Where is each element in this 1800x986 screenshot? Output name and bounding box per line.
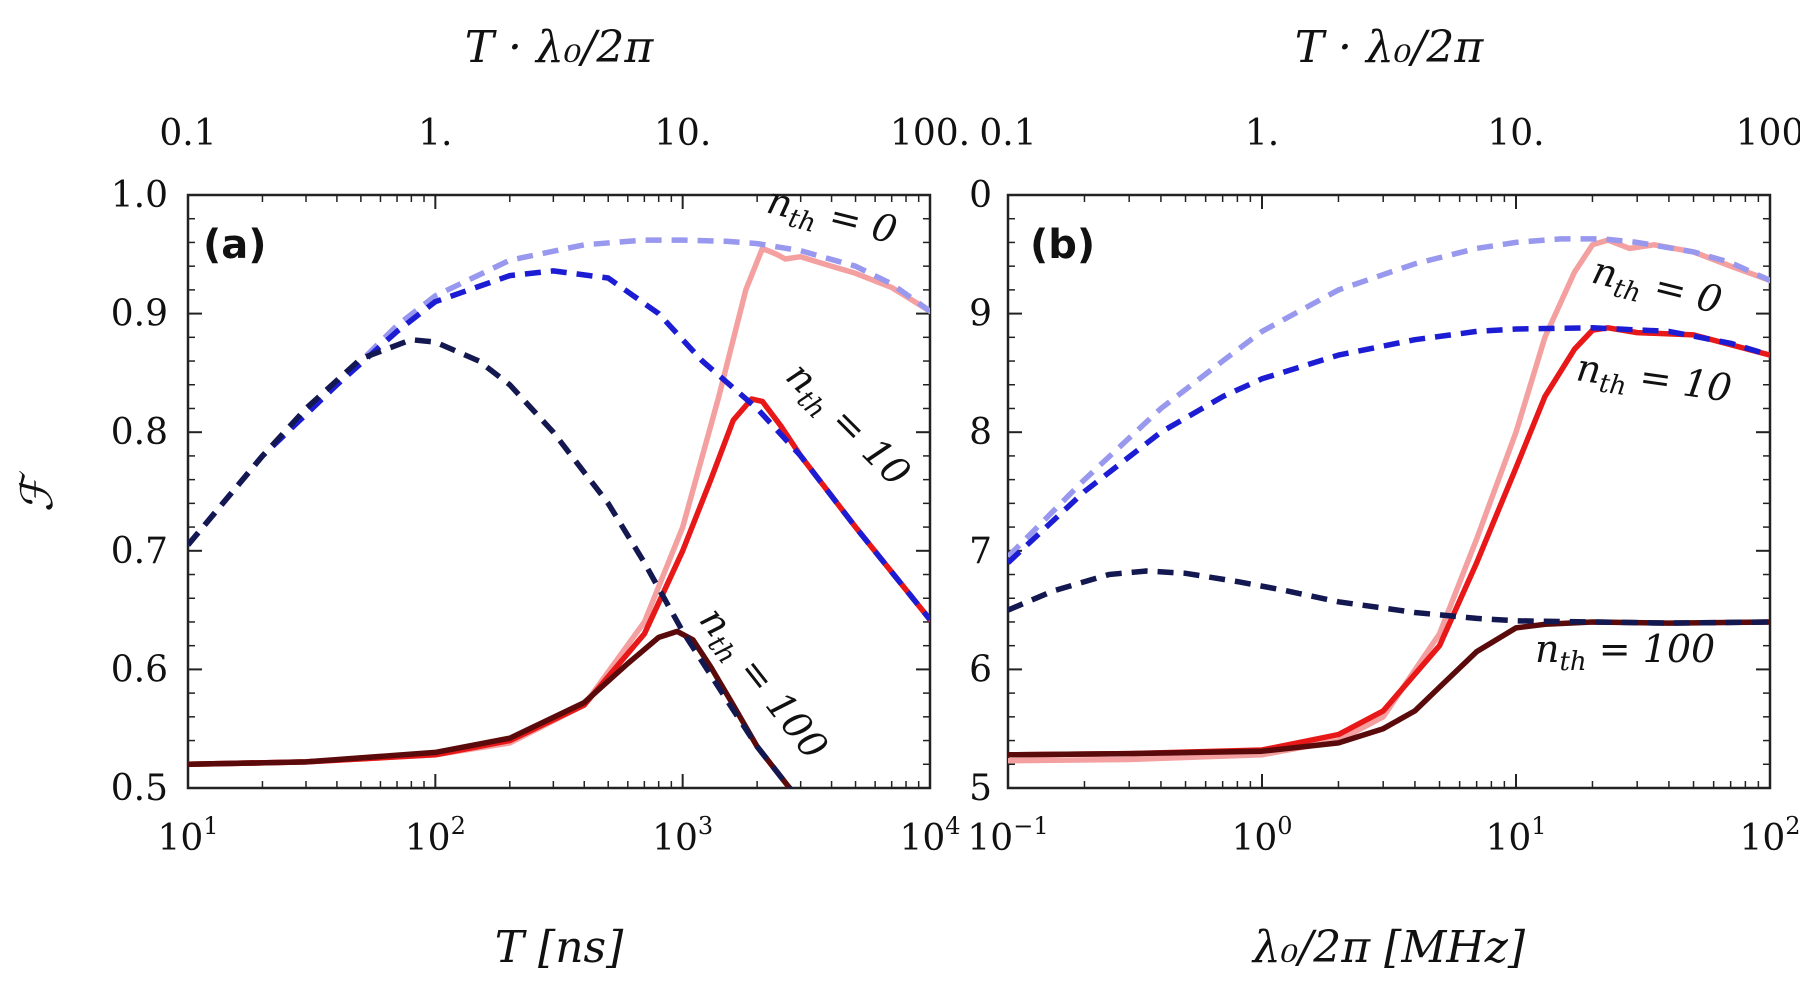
- panel-a-y-tick-label: 0.5: [111, 768, 168, 809]
- panel-b-y-tick-label: 6: [969, 649, 992, 690]
- panel-a-top-tick-label: 0.1: [159, 113, 216, 154]
- panel-a-top-tick-label: 100.: [890, 113, 970, 154]
- panel-b-y-tick-label: 0: [969, 175, 992, 216]
- panel-b-series-solid-n-th-0: [1008, 237, 1770, 764]
- panel-b-top-axis-title: T · λ₀/2π: [1295, 22, 1485, 73]
- panel-a-y-tick-label: 0.6: [111, 649, 168, 690]
- panel-b-annotation-nth-100: nth = 100: [1535, 627, 1715, 677]
- y-axis-title: ℱ: [12, 470, 63, 512]
- panel-b-series: [1008, 236, 1770, 764]
- panel-a-annotation-nth-100: nth = 100: [686, 598, 836, 771]
- panel-b-y-tick-label: 7: [969, 531, 992, 572]
- panel-b-x-axis-title: λ₀/2π [MHz]: [1251, 922, 1526, 973]
- panel-b: 10−1 100 101 102 0.1 1. 10. 100 5 6 7 8 9 0 (b) T · λ…: [967, 22, 1800, 973]
- panel-b-x-tick-label: 101: [1485, 812, 1546, 859]
- panel-b-top-tick-label: 0.1: [979, 113, 1036, 154]
- panel-a-y-tick-label: 1.0: [111, 175, 168, 216]
- panel-a-x-tick-label: 103: [652, 812, 713, 859]
- panel-b-series-dashed-n-th-100: [1008, 568, 1770, 626]
- panel-a-series-solid-n-th-10: [188, 396, 930, 768]
- panel-b-series-dashed-n-th-0: [1008, 236, 1770, 559]
- panel-b-top-tick-label: 10.: [1487, 113, 1544, 154]
- panel-b-x-tick-label: 102: [1739, 812, 1800, 859]
- panel-b-series-solid-n-th-100: [1008, 619, 1770, 758]
- panel-b-ticks: 10−1 100 101 102 0.1 1. 10. 100 5 6 7 8 9 0: [967, 113, 1800, 859]
- panel-a: 101 102 103 104 0.1 1. 10. 100. 0.5 0.6 0.7 0.8 0.9 1…: [111, 22, 970, 973]
- panel-b-y-tick-label: 9: [969, 294, 992, 335]
- panel-a-frame: [186, 193, 932, 790]
- panel-b-x-tick-label: 10−1: [967, 812, 1048, 859]
- panel-a-top-axis-title: T · λ₀/2π: [465, 22, 655, 73]
- panel-a-x-tick-label: 101: [157, 812, 218, 859]
- panel-b-y-tick-label: 8: [969, 412, 992, 453]
- panel-a-y-tick-label: 0.8: [111, 412, 168, 453]
- panel-a-ticks: 101 102 103 104 0.1 1. 10. 100. 0.5 0.6 0.7 0.8 0.9 1…: [111, 113, 970, 859]
- panel-b-annotation-nth-10: nth = 10: [1573, 345, 1734, 416]
- panel-b-series-dashed-n-th-10: [1008, 325, 1770, 565]
- panel-a-series-solid-n-th-0: [188, 245, 930, 768]
- panel-b-top-tick-label: 1.: [1245, 113, 1279, 154]
- panel-a-series: [188, 237, 930, 788]
- panel-a-x-tick-label: 104: [899, 812, 960, 859]
- panel-b-label: (b): [1030, 222, 1095, 268]
- panel-a-top-tick-label: 1.: [418, 113, 452, 154]
- panel-b-frame: [1006, 193, 1772, 790]
- panel-b-x-tick-label: 100: [1231, 812, 1292, 859]
- panel-a-x-tick-label: 102: [405, 812, 466, 859]
- panel-b-annotation-nth-0: nth = 0: [1586, 248, 1726, 328]
- panel-a-y-tick-label: 0.9: [111, 294, 168, 335]
- panel-a-annotation-nth-10: nth = 10: [774, 353, 920, 499]
- panel-a-series-dashed-n-th-100: [188, 336, 794, 788]
- panel-a-y-tick-label: 0.7: [111, 531, 168, 572]
- panel-a-top-tick-label: 10.: [654, 113, 711, 154]
- panel-a-series-dashed-n-th-10: [188, 268, 930, 622]
- panel-b-top-tick-label: 100: [1736, 113, 1800, 154]
- panel-a-label: (a): [203, 222, 267, 268]
- panel-a-x-axis-title: T [ns]: [495, 922, 624, 973]
- panel-b-y-tick-label: 5: [969, 768, 992, 809]
